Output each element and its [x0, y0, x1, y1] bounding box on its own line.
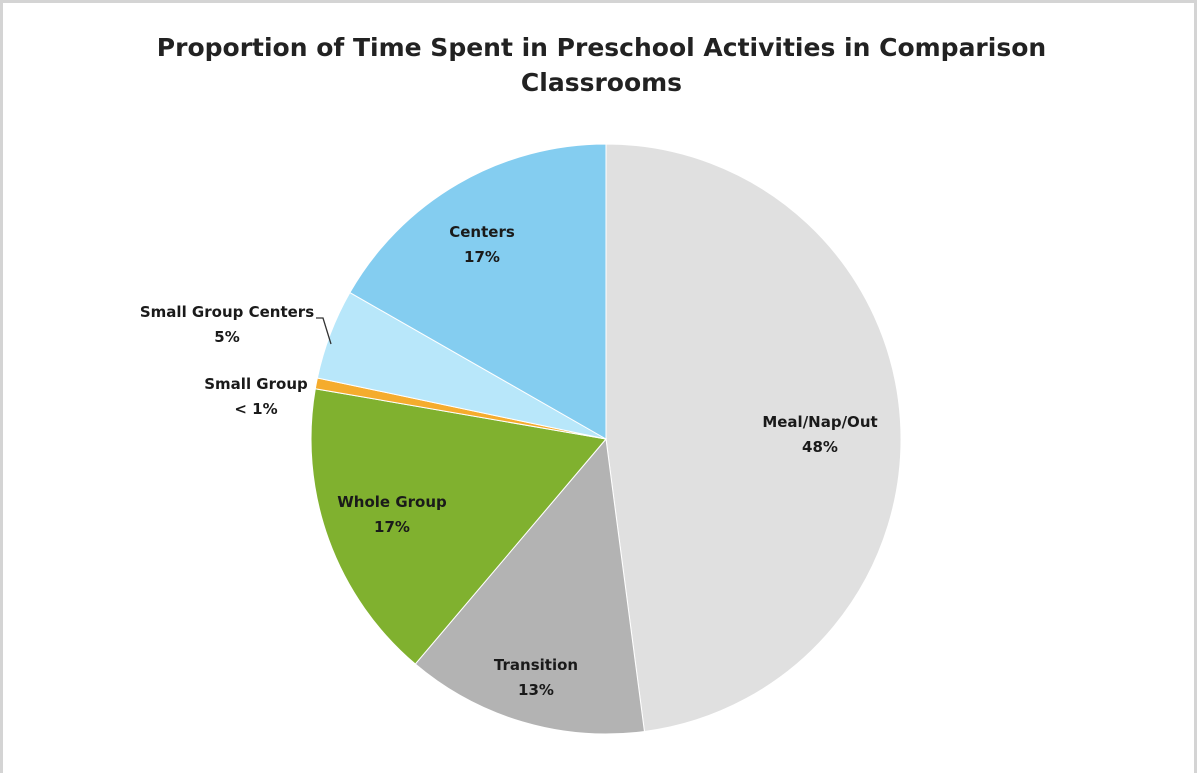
pie-slice-whole-group [310, 388, 607, 665]
chart-title: Proportion of Time Spent in Preschool Ac… [0, 30, 1203, 100]
pie-slice-meal-nap-out [605, 143, 902, 733]
slice-label-value: < 1% [234, 400, 277, 418]
slice-label-name: Transition [494, 656, 578, 674]
slice-label-transition: Transition 13% [494, 656, 578, 699]
slice-label-name: Whole Group [337, 493, 447, 511]
pie-slice-transition [414, 437, 645, 735]
slice-label-name: Small Group [204, 375, 308, 393]
slice-label-small-group: Small Group < 1% [204, 375, 308, 418]
slice-label-name: Meal/Nap/Out [762, 413, 877, 431]
slice-label-value: 48% [802, 438, 838, 456]
slice-label-small-group-centers: Small Group Centers 5% [140, 303, 314, 346]
slice-label-name: Centers [449, 223, 515, 241]
slice-label-whole-group: Whole Group 17% [337, 493, 447, 536]
slice-label-value: 5% [214, 328, 239, 346]
leader-line-small-group-centers [316, 317, 332, 345]
pie-slice-centers [349, 143, 607, 440]
slice-label-value: 17% [464, 248, 500, 266]
chart-title-line-1: Proportion of Time Spent in Preschool Ac… [156, 33, 1047, 62]
slice-label-centers: Centers 17% [449, 223, 515, 266]
slice-label-value: 17% [374, 518, 410, 536]
slice-label-meal-nap-out: Meal/Nap/Out 48% [762, 413, 877, 456]
slice-label-name: Small Group Centers [140, 303, 314, 321]
slice-label-value: 13% [518, 681, 554, 699]
chart-title-line-2: Classrooms [520, 68, 683, 97]
